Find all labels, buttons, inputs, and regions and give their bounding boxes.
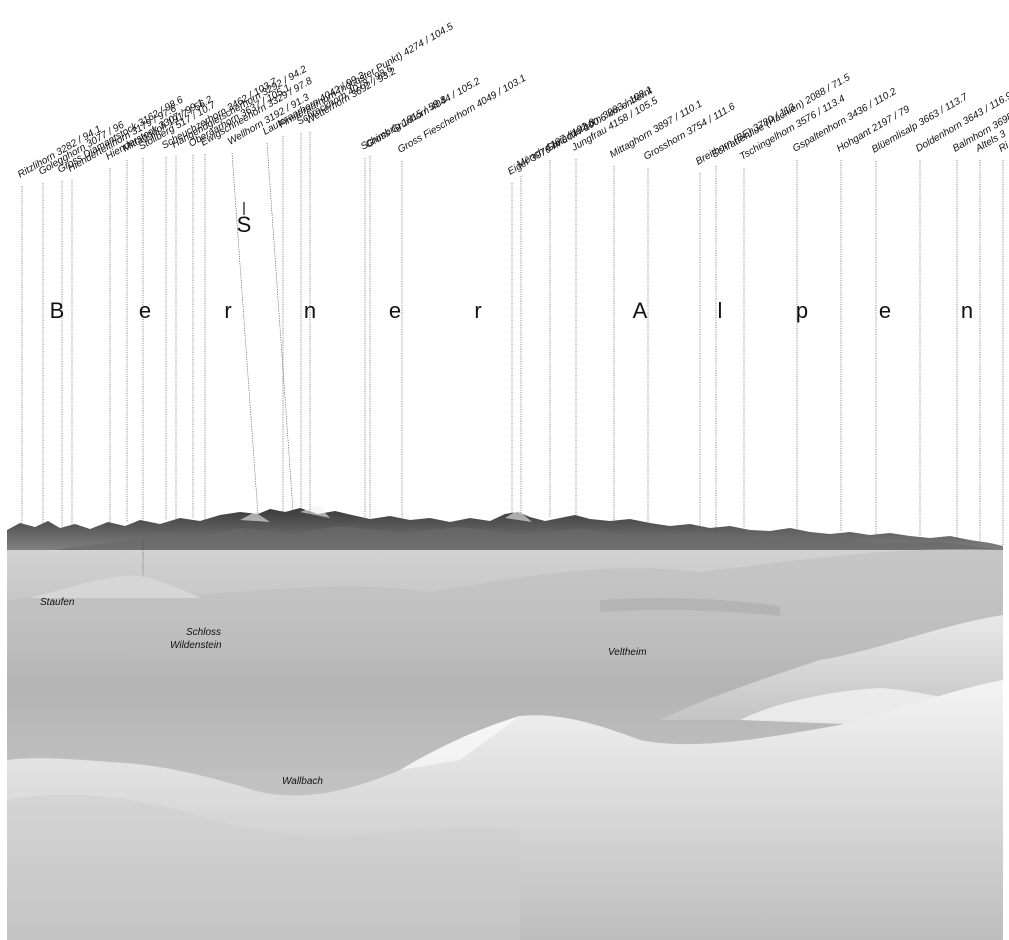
peak-leader-line bbox=[231, 152, 259, 516]
title-letter: e bbox=[389, 298, 401, 323]
place-label: Schloss bbox=[186, 627, 221, 638]
peak-leader-lines bbox=[21, 132, 1004, 575]
peak-label: Schrattenflue (Hächlen) 2088 / 71.5 bbox=[710, 72, 853, 161]
foreground-terrain bbox=[7, 549, 1003, 940]
title-letter: A bbox=[633, 298, 648, 323]
title-letter: n bbox=[961, 298, 973, 323]
place-label: Staufen bbox=[40, 597, 75, 608]
place-label: Veltheim bbox=[608, 647, 647, 658]
alpine-range bbox=[7, 505, 1003, 556]
title-letter: n bbox=[304, 298, 316, 323]
peak-label: Ri bbox=[997, 140, 1009, 155]
title-letter: B bbox=[50, 298, 65, 323]
marker-letter: S bbox=[237, 212, 252, 237]
place-label: Wildenstein bbox=[170, 640, 222, 651]
title-letter: r bbox=[474, 298, 481, 323]
peak-leader-line bbox=[266, 142, 294, 512]
title-letter: p bbox=[796, 298, 808, 323]
title-letter: l bbox=[718, 298, 723, 323]
place-labels: Staufen Schloss Wildenstein Veltheim Wallbac… bbox=[40, 597, 647, 787]
place-label: Wallbach bbox=[282, 776, 323, 787]
title-letter: e bbox=[879, 298, 891, 323]
title-letter: r bbox=[224, 298, 231, 323]
title-letter: e bbox=[139, 298, 151, 323]
